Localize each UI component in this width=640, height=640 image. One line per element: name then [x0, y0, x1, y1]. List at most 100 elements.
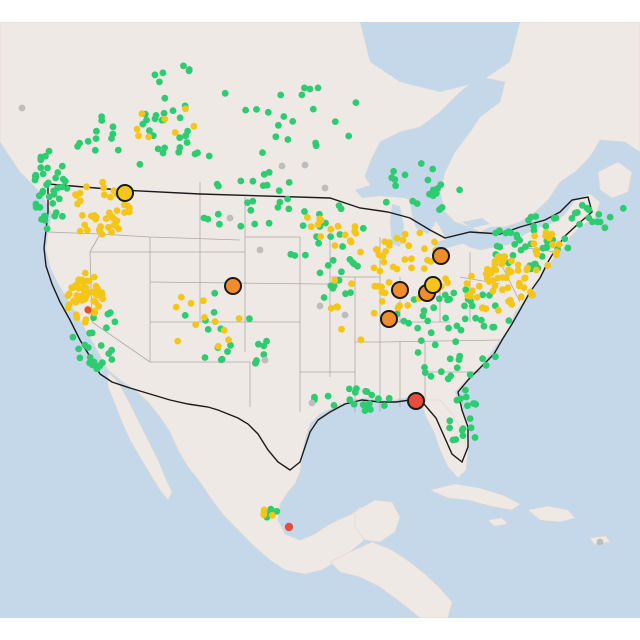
station-marker-good[interactable] — [249, 197, 257, 205]
station-marker-moderate[interactable] — [463, 280, 471, 288]
station-marker-good[interactable] — [242, 106, 250, 114]
station-marker-good[interactable] — [479, 291, 487, 299]
station-marker-good[interactable] — [255, 340, 262, 348]
station-marker-good[interactable] — [43, 225, 51, 233]
station-marker-good[interactable] — [302, 251, 309, 259]
station-marker-good[interactable] — [298, 91, 306, 99]
station-marker-good[interactable] — [309, 105, 317, 113]
station-marker-no-data[interactable] — [308, 399, 316, 407]
station-marker-good[interactable] — [108, 135, 115, 142]
station-marker-moderate[interactable] — [351, 223, 359, 230]
station-marker-moderate[interactable] — [408, 255, 415, 263]
station-marker-good[interactable] — [151, 115, 159, 123]
station-marker-moderate[interactable] — [81, 221, 89, 229]
station-marker-good[interactable] — [215, 182, 222, 190]
station-marker-good[interactable] — [466, 371, 474, 379]
station-marker-moderate[interactable] — [378, 298, 386, 305]
station-marker-moderate[interactable] — [393, 234, 401, 242]
station-marker-moderate[interactable] — [214, 342, 222, 350]
station-marker-moderate[interactable] — [100, 191, 108, 199]
station-marker-good[interactable] — [160, 109, 168, 117]
station-marker-good[interactable] — [176, 144, 184, 151]
station-marker-moderate[interactable] — [386, 242, 393, 249]
station-marker-good[interactable] — [511, 240, 519, 248]
station-marker-moderate[interactable] — [260, 506, 268, 514]
station-marker-good[interactable] — [205, 152, 213, 160]
station-marker-moderate[interactable] — [348, 280, 355, 288]
station-marker-moderate[interactable] — [108, 228, 115, 236]
station-marker-good[interactable] — [330, 402, 338, 409]
station-marker-good[interactable] — [346, 396, 354, 404]
station-marker-moderate[interactable] — [138, 110, 146, 117]
station-marker-good[interactable] — [361, 407, 369, 414]
station-marker-good[interactable] — [482, 361, 490, 369]
station-marker-good[interactable] — [299, 222, 307, 230]
station-marker-moderate[interactable] — [190, 122, 198, 130]
station-marker-good[interactable] — [461, 302, 468, 310]
station-marker-moderate[interactable] — [520, 284, 528, 291]
station-marker-moderate[interactable] — [316, 215, 323, 223]
station-marker-good[interactable] — [601, 224, 609, 232]
station-marker-good[interactable] — [159, 149, 167, 157]
station-marker-moderate[interactable] — [499, 286, 506, 294]
station-marker-moderate[interactable] — [442, 275, 449, 283]
station-marker-good[interactable] — [568, 214, 576, 222]
station-marker-good[interactable] — [571, 209, 579, 217]
station-marker-good[interactable] — [544, 241, 552, 249]
station-marker-moderate[interactable] — [420, 265, 428, 272]
station-marker-good[interactable] — [401, 171, 409, 179]
station-marker-good[interactable] — [345, 132, 353, 140]
station-marker-good[interactable] — [359, 224, 367, 232]
station-marker-no-data[interactable] — [261, 356, 269, 364]
station-marker-moderate[interactable] — [113, 207, 121, 215]
station-marker-good[interactable] — [330, 282, 338, 289]
station-marker-good[interactable] — [301, 84, 308, 92]
station-marker-good[interactable] — [265, 168, 273, 176]
station-marker-good[interactable] — [505, 317, 513, 324]
station-marker-good[interactable] — [324, 262, 332, 269]
station-marker-good[interactable] — [375, 395, 382, 403]
station-marker-moderate[interactable] — [72, 298, 80, 306]
station-marker-moderate[interactable] — [338, 325, 345, 333]
station-marker-moderate[interactable] — [192, 321, 200, 328]
highlighted-station-usg[interactable] — [380, 310, 398, 328]
station-marker-good[interactable] — [275, 187, 283, 195]
station-marker-good[interactable] — [446, 417, 454, 425]
station-marker-moderate[interactable] — [491, 258, 499, 265]
station-marker-good[interactable] — [362, 387, 369, 395]
station-marker-moderate[interactable] — [531, 232, 538, 240]
station-marker-moderate[interactable] — [187, 299, 195, 307]
station-marker-good[interactable] — [453, 396, 461, 404]
station-marker-moderate[interactable] — [530, 240, 538, 248]
station-marker-moderate[interactable] — [347, 238, 355, 246]
station-marker-good[interactable] — [263, 337, 270, 345]
station-marker-good[interactable] — [156, 78, 163, 86]
station-marker-moderate[interactable] — [491, 282, 499, 290]
station-marker-good[interactable] — [424, 317, 432, 325]
station-marker-moderate[interactable] — [494, 253, 502, 260]
station-marker-good[interactable] — [385, 394, 393, 402]
station-marker-good[interactable] — [285, 205, 293, 213]
station-marker-moderate[interactable] — [81, 292, 89, 300]
station-marker-no-data[interactable] — [256, 246, 264, 254]
station-marker-good[interactable] — [467, 424, 475, 432]
station-marker-good[interactable] — [331, 118, 339, 125]
station-marker-moderate[interactable] — [396, 302, 403, 309]
station-marker-good[interactable] — [513, 234, 521, 241]
station-marker-moderate[interactable] — [211, 318, 219, 326]
station-marker-moderate[interactable] — [145, 133, 153, 141]
station-marker-good[interactable] — [247, 206, 255, 214]
station-marker-moderate[interactable] — [475, 282, 483, 290]
station-marker-good[interactable] — [97, 342, 105, 349]
station-marker-good[interactable] — [185, 66, 193, 73]
station-marker-good[interactable] — [424, 176, 432, 184]
station-marker-good[interactable] — [327, 233, 334, 241]
station-marker-good[interactable] — [291, 252, 299, 259]
station-marker-good[interactable] — [445, 324, 452, 332]
station-marker-good[interactable] — [176, 114, 184, 122]
station-marker-good[interactable] — [211, 289, 219, 297]
highlighted-station-usg[interactable] — [432, 247, 450, 265]
station-marker-good[interactable] — [246, 315, 253, 323]
station-marker-good[interactable] — [108, 356, 116, 363]
station-marker-good[interactable] — [260, 351, 268, 358]
